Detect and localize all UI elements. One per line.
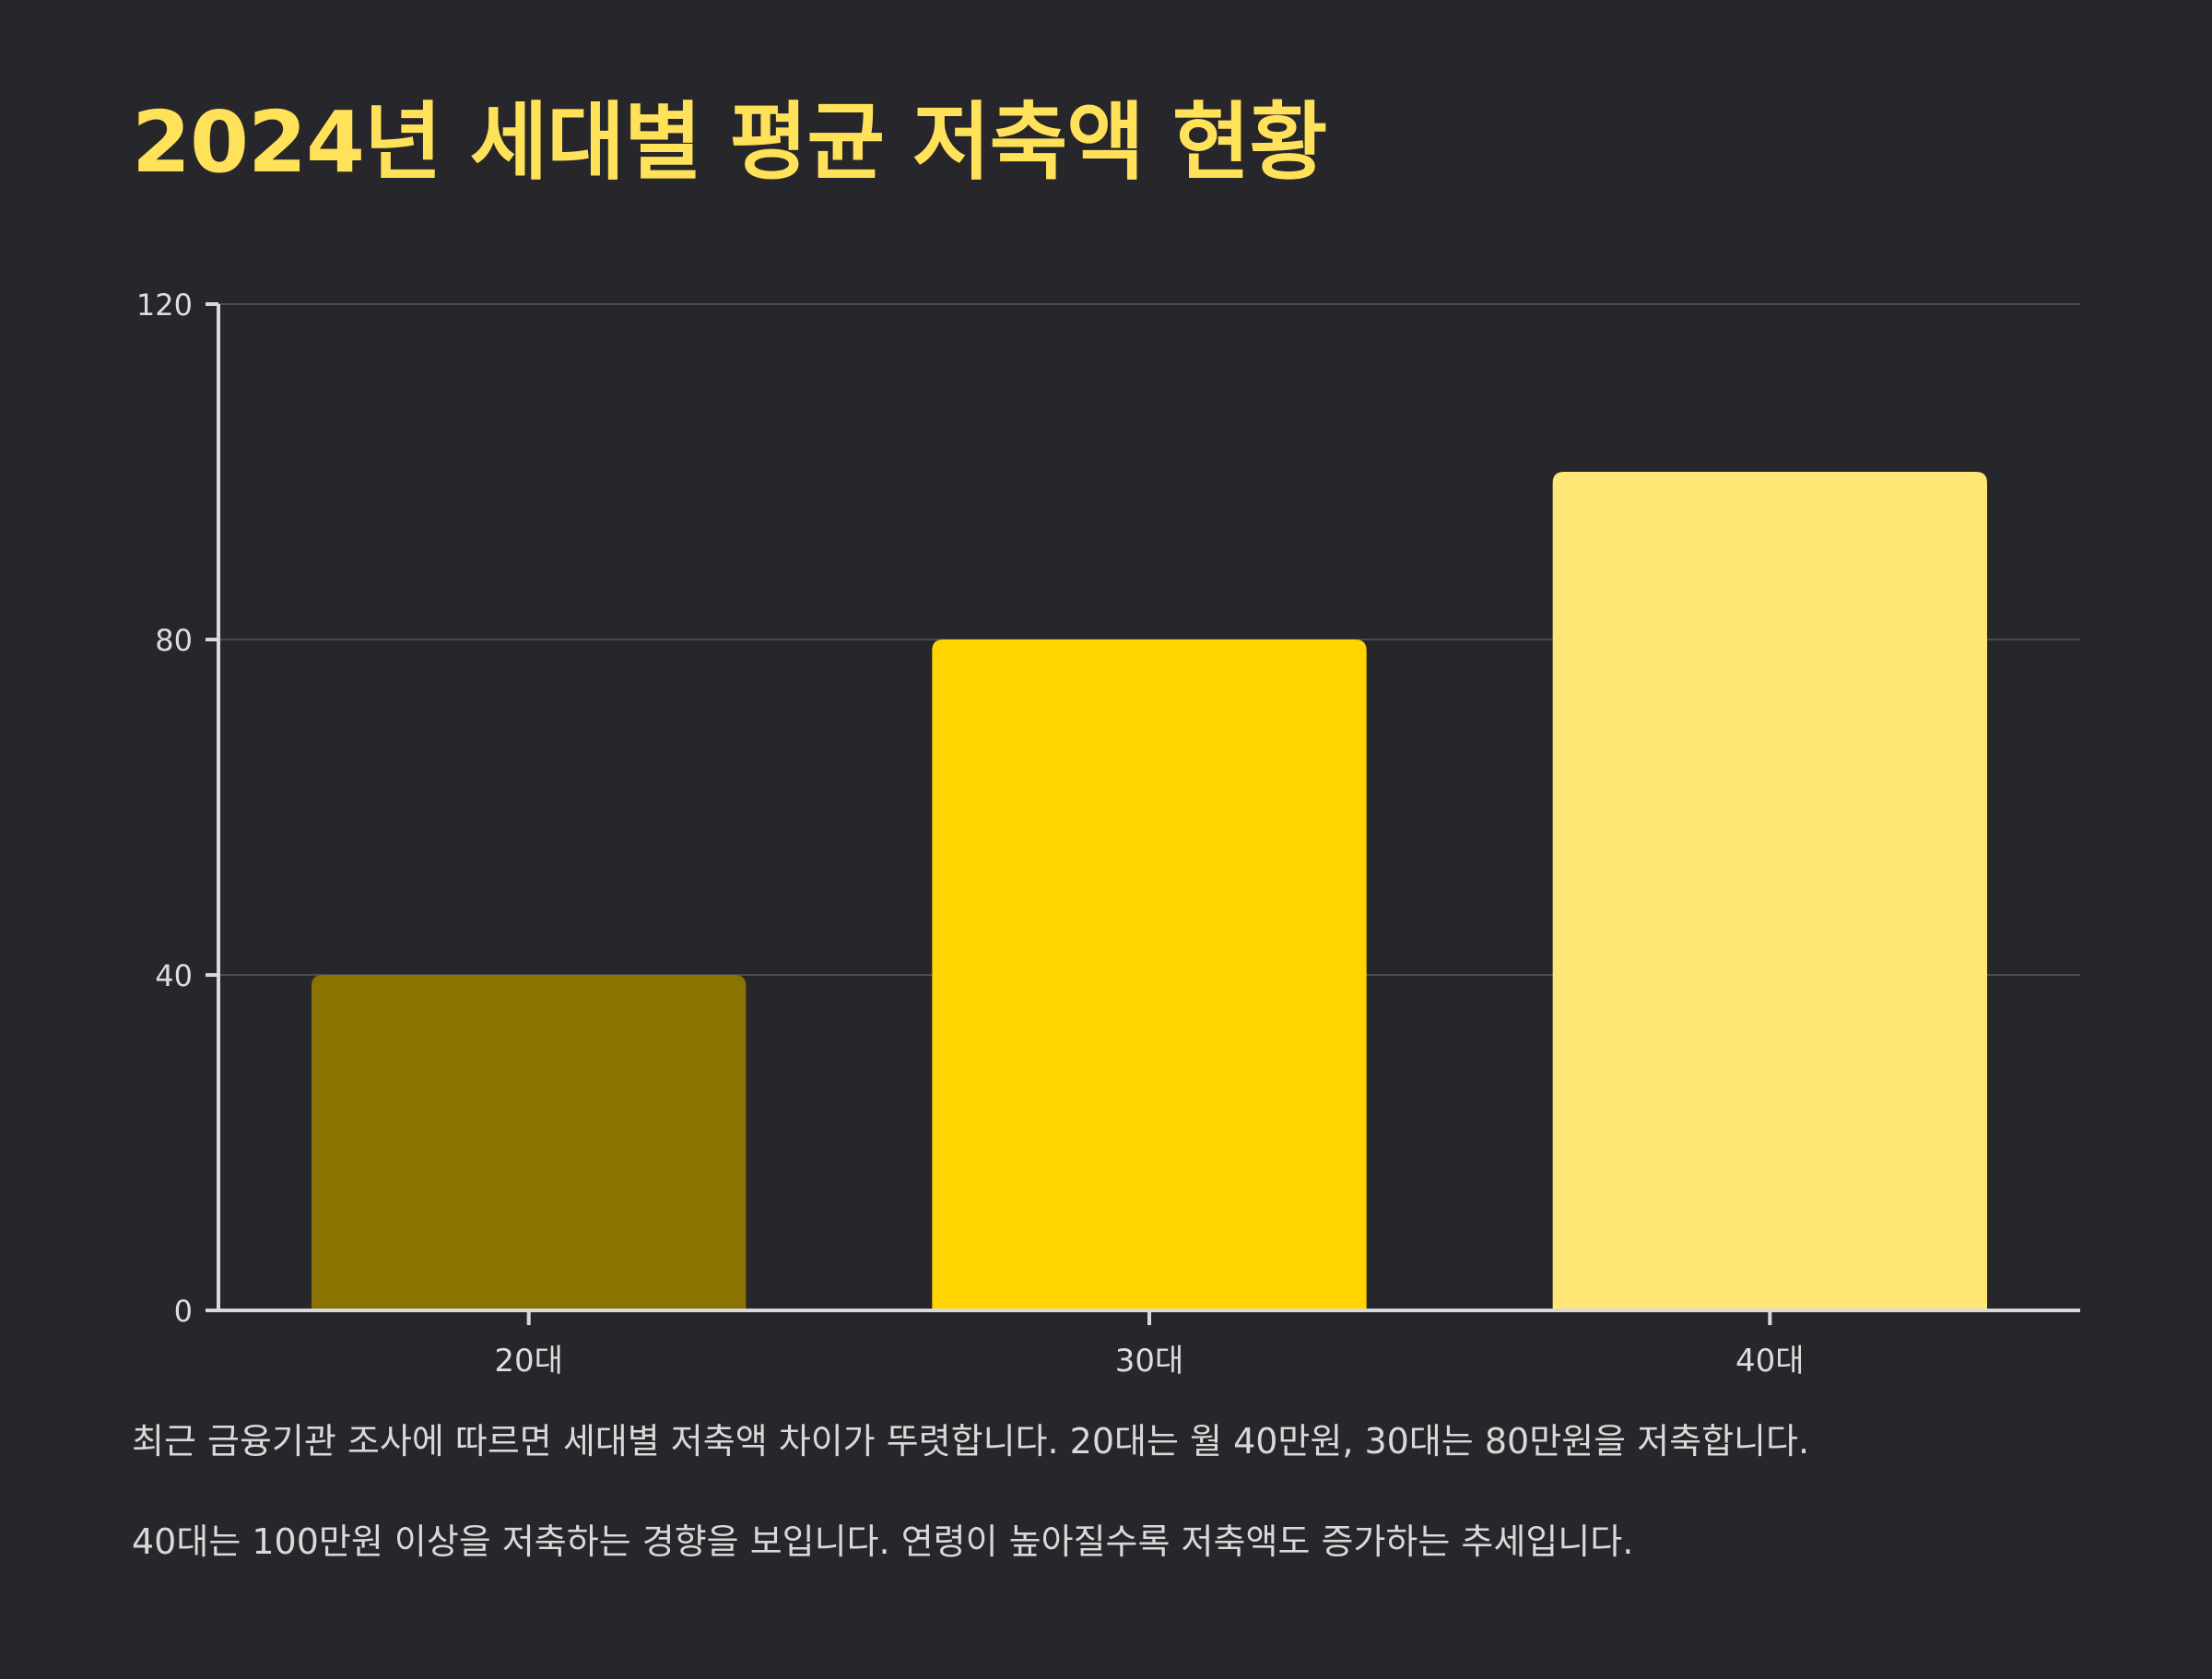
bar-chart: 0 40 80 120 20대 30대 40대: [136, 288, 2080, 1380]
y-tick-label: 120: [136, 288, 193, 323]
x-tick-label: 20대: [494, 1343, 563, 1380]
y-tick-label: 0: [174, 1294, 193, 1329]
bar-40대: [1552, 472, 1987, 1310]
description-line-2: 40대는 100만원 이상을 저축하는 경향을 보입니다. 연령이 높아질수록 …: [132, 1521, 1634, 1562]
description-line-1: 최근 금융기관 조사에 따르면 세대별 저축액 차이가 뚜렷합니다. 20대는 …: [132, 1421, 1810, 1462]
bars: [312, 472, 1987, 1310]
chart-title: 2024년 세대별 평균 저축액 현황: [132, 93, 1327, 192]
y-tick-label: 80: [155, 623, 193, 658]
bar-30대: [932, 640, 1367, 1310]
x-tick-label: 40대: [1735, 1343, 1805, 1380]
bar-20대: [312, 975, 747, 1310]
y-ticks: 0 40 80 120: [136, 288, 218, 1329]
y-tick-label: 40: [155, 958, 193, 993]
x-tick-label: 30대: [1115, 1343, 1184, 1380]
x-ticks: 20대 30대 40대: [494, 1310, 1805, 1380]
